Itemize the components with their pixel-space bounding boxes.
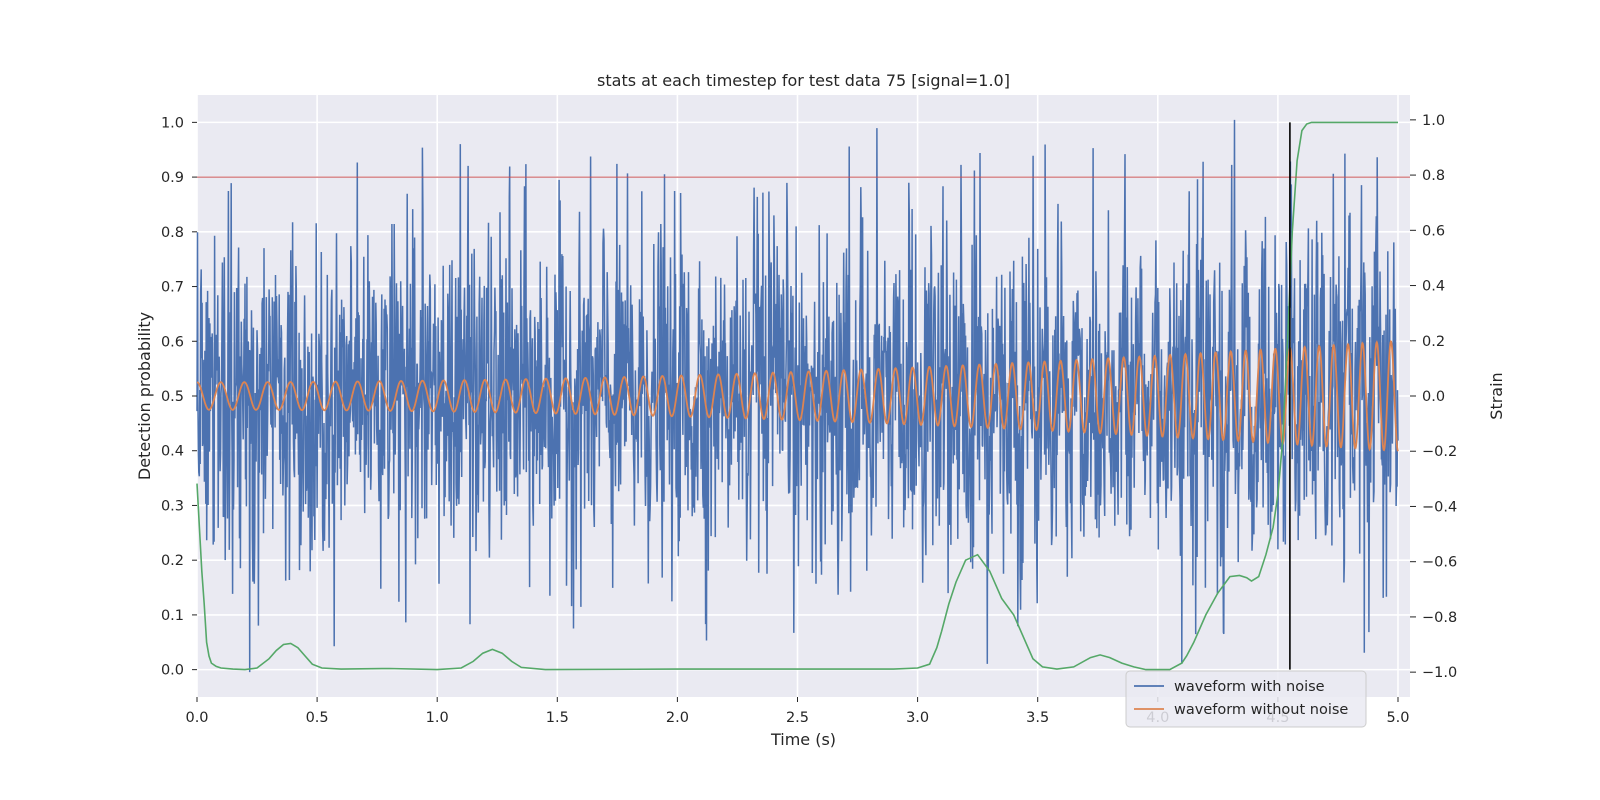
legend: waveform with noise waveform without noi… bbox=[1125, 670, 1367, 728]
y-tick-label: 0.2 bbox=[161, 553, 184, 569]
x-tick-label: 1.5 bbox=[546, 710, 569, 726]
y-tick-label: 0.4 bbox=[161, 444, 184, 460]
detection-probability-layer bbox=[196, 121, 1398, 671]
x-tick-label: 5.0 bbox=[1386, 710, 1409, 726]
y2-tick-label: 0.4 bbox=[1422, 279, 1445, 295]
x-axis-label: Time (s) bbox=[770, 730, 836, 749]
y2-axis-label: Strain bbox=[1487, 372, 1506, 419]
x-tick-label: 1.0 bbox=[426, 710, 449, 726]
y2-tick-label: 0.2 bbox=[1422, 334, 1445, 350]
y2-tick-label: 1.0 bbox=[1422, 113, 1445, 129]
x-tick-label: 3.5 bbox=[1026, 710, 1049, 726]
x-tick-label: 2.5 bbox=[786, 710, 809, 726]
y-tick-label: 0.0 bbox=[161, 663, 184, 679]
legend-label-waveform-without-noise: waveform without noise bbox=[1174, 702, 1348, 718]
y-axis-label: Detection probability bbox=[135, 312, 154, 480]
y-tick-label: 0.3 bbox=[161, 498, 184, 514]
y2-tick-label: 0.0 bbox=[1422, 389, 1445, 405]
y-tick-label: 0.6 bbox=[161, 334, 184, 350]
axes: 0.00.51.01.52.02.53.03.54.04.55.00.00.10… bbox=[161, 113, 1457, 726]
y2-tick-label: −0.4 bbox=[1422, 499, 1457, 515]
y-tick-label: 0.7 bbox=[161, 280, 184, 296]
x-tick-label: 2.0 bbox=[666, 710, 689, 726]
y2-tick-label: −0.2 bbox=[1422, 444, 1457, 460]
x-tick-label: 0.5 bbox=[306, 710, 329, 726]
waveform-without-noise-line bbox=[196, 340, 1399, 452]
waveform-without-noise-layer bbox=[196, 340, 1399, 452]
y2-tick-label: 0.6 bbox=[1422, 223, 1445, 239]
detection-probability-line bbox=[196, 121, 1398, 671]
y-tick-label: 0.5 bbox=[161, 389, 184, 405]
y2-tick-label: −1.0 bbox=[1422, 665, 1457, 681]
legend-box bbox=[1125, 670, 1367, 728]
x-tick-label: 0.0 bbox=[185, 710, 208, 726]
chart-title: stats at each timestep for test data 75 … bbox=[597, 71, 1010, 90]
y-tick-label: 0.9 bbox=[161, 170, 184, 186]
waveform-with-noise-layer bbox=[196, 119, 1399, 673]
waveform-with-noise-line bbox=[196, 119, 1399, 673]
x-tick-label: 3.0 bbox=[906, 710, 929, 726]
y-tick-label: 0.8 bbox=[161, 225, 184, 241]
overlay-lines bbox=[197, 122, 1410, 670]
y2-tick-label: −0.6 bbox=[1422, 555, 1457, 571]
y2-tick-label: −0.8 bbox=[1422, 610, 1457, 626]
legend-label-waveform-with-noise: waveform with noise bbox=[1174, 679, 1325, 695]
y-tick-label: 1.0 bbox=[161, 115, 184, 131]
y2-tick-label: 0.8 bbox=[1422, 168, 1445, 184]
y-tick-label: 0.1 bbox=[161, 608, 184, 624]
